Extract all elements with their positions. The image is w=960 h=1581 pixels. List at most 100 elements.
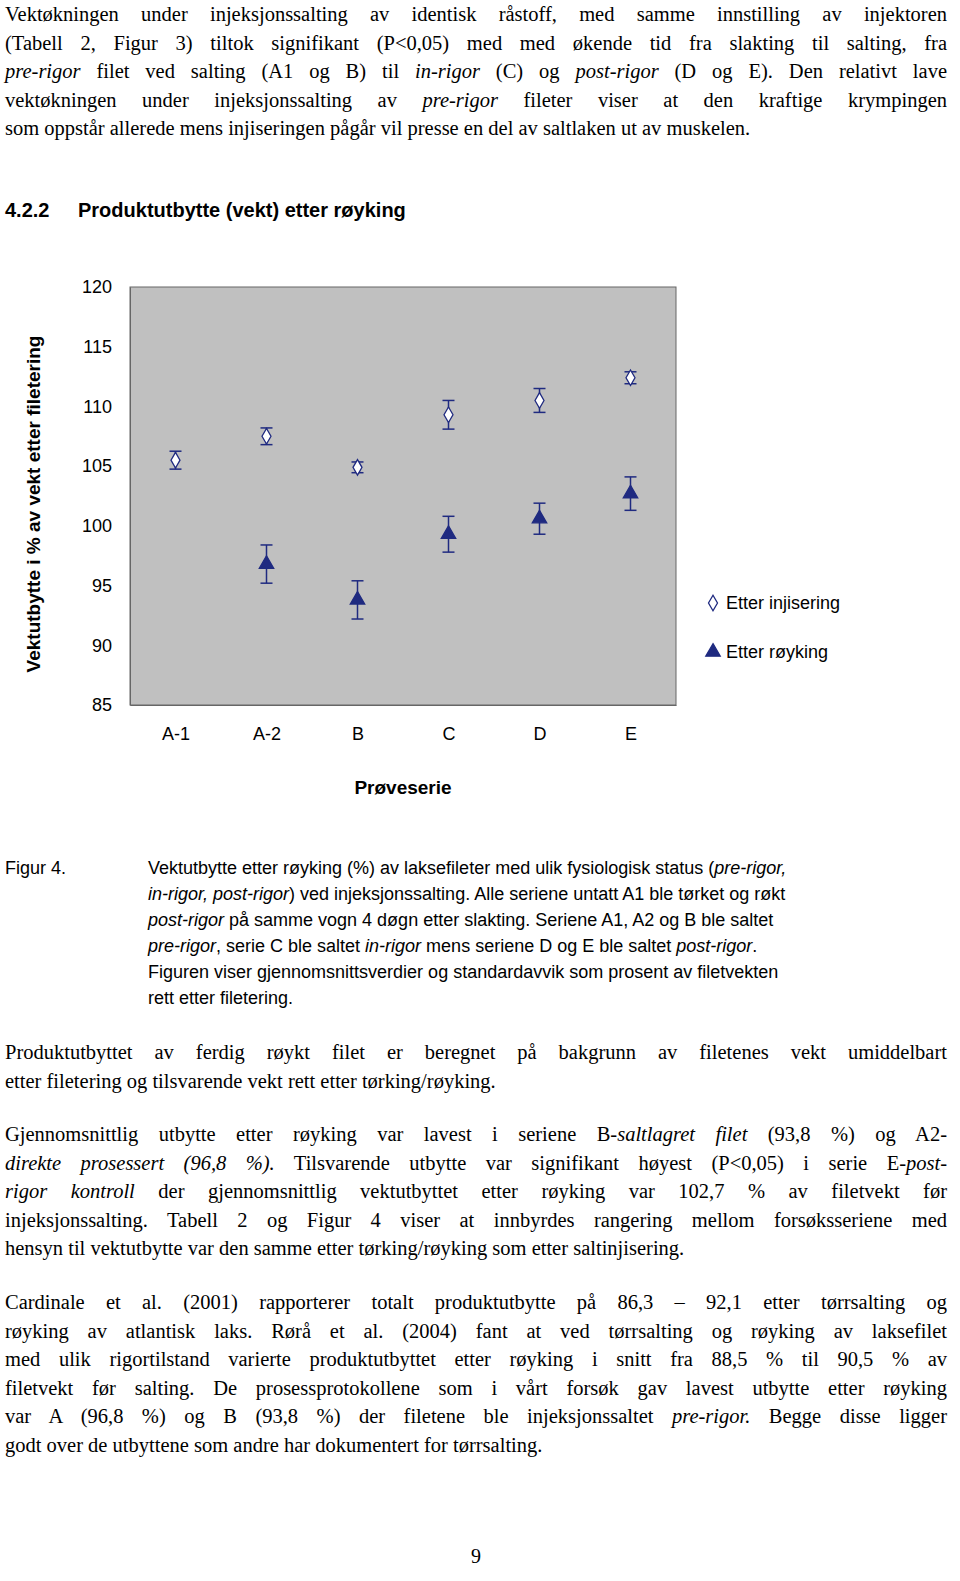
y-tick-label: 115 xyxy=(83,337,112,357)
y-axis-line xyxy=(130,288,131,706)
y-tick-label: 85 xyxy=(92,695,112,715)
error-bar xyxy=(170,451,182,469)
text-run: pre-rigor. xyxy=(672,1405,750,1427)
paragraph-line: filetvekt før salting. De prosessprotoko… xyxy=(5,1374,947,1402)
text-run: injeksjonssalting. Tabell 2 og Figur 4 v… xyxy=(5,1209,947,1231)
error-cap xyxy=(352,580,364,582)
error-cap xyxy=(352,618,364,620)
series xyxy=(170,370,637,475)
marks xyxy=(170,370,638,619)
error-cap xyxy=(534,412,546,414)
x-tick: B xyxy=(352,705,364,744)
data-point xyxy=(441,526,455,538)
text-run: pre-rigor, xyxy=(714,858,786,878)
text-run: in-rigor xyxy=(365,936,421,956)
paragraph-line: som oppstår allerede mens injiseringen p… xyxy=(5,114,947,142)
y-tick-label: 105 xyxy=(82,456,112,476)
heading-number: 4.2.2 xyxy=(5,197,49,223)
error-cap xyxy=(534,502,546,504)
x-tick: E xyxy=(625,705,637,744)
paragraph-line: røyking av atlantisk laks. Rørå et al. (… xyxy=(5,1317,947,1345)
text-run: . xyxy=(752,936,757,956)
text-run: Begge disse ligger xyxy=(750,1405,947,1427)
x-tick-label: A-1 xyxy=(162,724,190,744)
paragraph-line: Gjennomsnittlig utbytte etter røyking va… xyxy=(5,1120,947,1148)
x-axis: A-1 A-2 B C D E xyxy=(131,705,677,744)
y-tick-label: 90 xyxy=(92,636,112,656)
y-tick: 85 xyxy=(92,695,130,715)
error-cap xyxy=(625,476,637,478)
y-tick-label: 100 xyxy=(82,516,112,536)
paragraph-line: Produktutbyttet av ferdig røykt filet er… xyxy=(5,1038,947,1066)
data-point xyxy=(444,407,453,423)
text-run: med ulik rigortilstand varierte produktu… xyxy=(5,1348,947,1370)
x-tick: D xyxy=(534,705,547,744)
error-cap xyxy=(443,400,455,402)
text-run: in-rigor xyxy=(415,60,480,82)
y-tick-label: 120 xyxy=(82,277,112,297)
x-tick: A-1 xyxy=(162,705,190,744)
error-cap xyxy=(443,516,455,518)
text-run: rett etter filetering. xyxy=(148,988,293,1008)
heading-title: Produktutbytte (vekt) etter røyking xyxy=(78,197,406,223)
paragraph-line: etter filetering og tilsvarende vekt ret… xyxy=(5,1067,947,1095)
paragraph-line: Cardinale et al. (2001) rapporterer tota… xyxy=(5,1288,947,1316)
text-run: pre-rigor xyxy=(148,936,216,956)
text-run: røyking av atlantisk laks. Rørå et al. (… xyxy=(5,1320,947,1342)
paragraph-line: godt over de utbyttene som andre har dok… xyxy=(5,1431,947,1459)
text-run: pre-rigor xyxy=(5,60,81,82)
text-run: Vektutbytte etter røyking (%) av laksefi… xyxy=(148,858,714,878)
paragraph-line: hensyn til vektutbytte var den samme ett… xyxy=(5,1234,947,1262)
data-point xyxy=(262,428,271,444)
text-run: der gjennomsnittlig vektutbyttet etter r… xyxy=(135,1180,947,1202)
text-run: post-rigor xyxy=(148,910,224,930)
paragraph-line: injeksjonssalting. Tabell 2 og Figur 4 v… xyxy=(5,1206,947,1234)
caption-line: Vektutbytte etter røyking (%) av laksefi… xyxy=(148,855,786,881)
y-tick: 95 xyxy=(92,576,130,596)
text-run: etter filetering og tilsvarende vekt ret… xyxy=(5,1070,496,1092)
legend-symbol xyxy=(706,644,720,656)
text-run: ) ved injeksjonssalting. Alle seriene un… xyxy=(289,884,785,904)
paragraph-line: pre-rigor filet ved salting (A1 og B) ti… xyxy=(5,57,947,85)
y-tick: 90 xyxy=(92,636,130,656)
text-run: godt over de utbyttene som andre har dok… xyxy=(5,1434,542,1456)
error-bar xyxy=(261,428,273,445)
text-run: filetvekt før salting. De prosessprotoko… xyxy=(5,1377,947,1399)
x-axis-line xyxy=(131,705,677,706)
text-run: Tilsvarende utbytte var signifikant høye… xyxy=(275,1152,906,1174)
x-tick: A-2 xyxy=(253,705,281,744)
text-run: (C) og xyxy=(480,60,576,82)
page-number: 9 xyxy=(466,1542,486,1570)
legend-symbol xyxy=(709,595,718,611)
y-tick: 120 xyxy=(82,277,130,297)
text-run: (93,8 %) og A2- xyxy=(747,1123,947,1145)
series xyxy=(259,477,637,619)
error-cap xyxy=(625,510,637,512)
data-point xyxy=(535,393,544,409)
caption-line: in-rigor, post-rigor) ved injeksjonssalt… xyxy=(148,881,785,907)
text-run: in-rigor, post-rigor xyxy=(148,884,289,904)
data-point xyxy=(353,460,362,476)
x-tick-label: D xyxy=(534,724,547,744)
y-tick-label: 110 xyxy=(83,397,112,417)
data-point xyxy=(350,592,364,604)
text-run: (Tabell 2, Figur 3) tiltok signifikant (… xyxy=(5,32,947,54)
text-run: Gjennomsnittlig utbytte etter røyking va… xyxy=(5,1123,617,1145)
error-bar xyxy=(534,389,546,413)
y-tick: 105 xyxy=(82,456,130,476)
error-cap xyxy=(443,551,455,553)
paragraph-line: rigor kontroll der gjennomsnittlig vektu… xyxy=(5,1177,947,1205)
plot-frame xyxy=(130,287,676,705)
caption-line: pre-rigor, serie C ble saltet in-rigor m… xyxy=(148,933,757,959)
x-tick: C xyxy=(443,705,456,744)
caption-label: Figur 4. xyxy=(5,855,66,881)
text-run: som oppstår allerede mens injiseringen p… xyxy=(5,117,750,139)
paragraph-line: direkte prosessert (96,8 %). Tilsvarende… xyxy=(5,1149,947,1177)
text-run: Produktutbyttet av ferdig røykt filet er… xyxy=(5,1041,947,1063)
data-point xyxy=(626,370,635,386)
x-tick-label: B xyxy=(352,724,364,744)
paragraph-line: Vektøkningen under injeksjonssalting av … xyxy=(5,0,947,28)
error-cap xyxy=(261,582,273,584)
text-run: var A (96,8 %) og B (93,8 %) der fileten… xyxy=(5,1405,672,1427)
text-run: på samme vogn 4 døgn etter slakting. Ser… xyxy=(224,910,773,930)
